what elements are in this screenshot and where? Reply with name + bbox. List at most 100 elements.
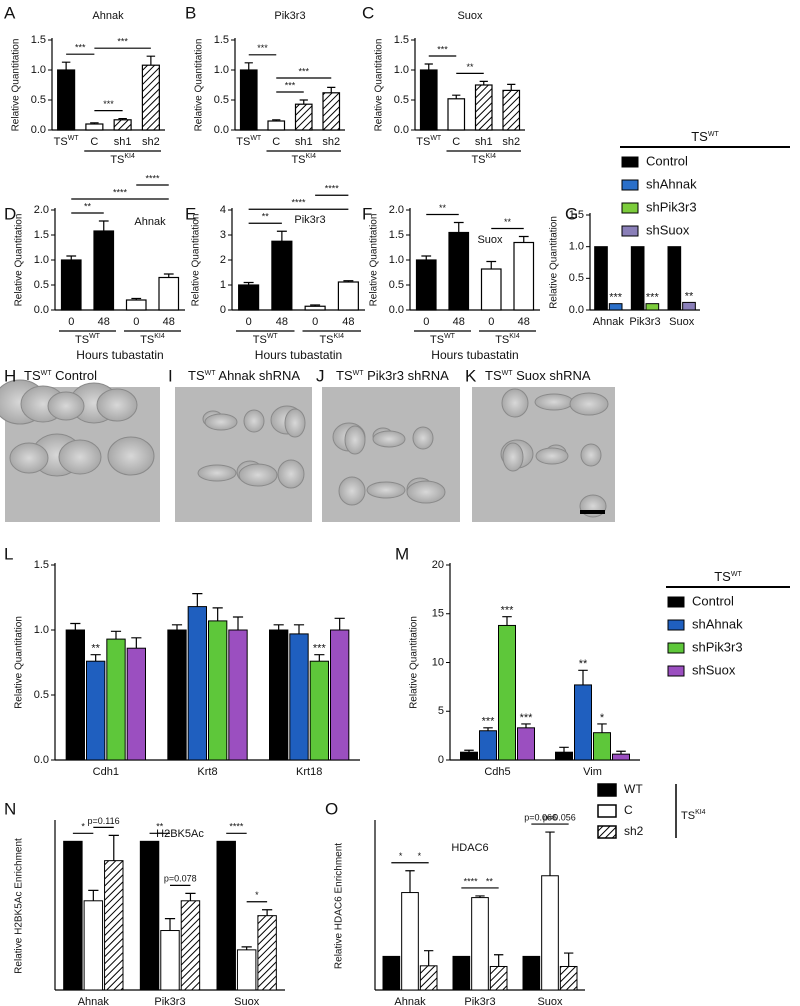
x-tick-label: sh1 — [114, 136, 132, 148]
x-tick-label: Pik3r3 — [464, 996, 495, 1006]
group-label: TSWT — [75, 333, 101, 346]
cell-colony — [243, 409, 265, 433]
bar — [330, 629, 350, 761]
x-tick-label: Krt18 — [296, 766, 322, 778]
y-tick-label: 15 — [432, 608, 444, 620]
legend-swatch — [667, 596, 685, 608]
x-tick-label: Krt8 — [197, 766, 217, 778]
y-axis-label: Relative Quantitation — [11, 39, 22, 132]
legend-label: shSuox — [646, 222, 690, 237]
bar — [474, 84, 493, 131]
error-bar — [163, 273, 174, 278]
bar — [322, 92, 341, 131]
x-tick-label: TSWT — [54, 135, 80, 148]
bar — [126, 647, 146, 761]
error-bar — [545, 831, 555, 876]
bar — [125, 299, 147, 311]
bar — [106, 638, 126, 761]
panel-letter: D — [4, 204, 16, 223]
cell-colony — [372, 430, 406, 448]
y-tick-label: 0.0 — [214, 124, 229, 136]
group-label: TSKI4 — [140, 333, 165, 346]
group-label: TSKI4 — [495, 333, 520, 346]
y-tick-label: 2 — [220, 254, 226, 266]
panel-letter: N — [4, 799, 16, 818]
legend-label: shSuox — [692, 662, 736, 677]
bar — [236, 949, 257, 991]
image-caption: TSWT Ahnak shRNA — [188, 368, 300, 383]
legend-label: shPik3r3 — [692, 639, 743, 654]
significance: ** — [579, 658, 588, 670]
group-label: TSKI4 — [110, 153, 135, 166]
legend-swatch — [667, 619, 685, 631]
error-bar — [479, 80, 488, 85]
cell-colony — [534, 393, 574, 411]
bar — [57, 69, 76, 131]
error-bar — [421, 255, 432, 260]
chart-title: Ahnak — [134, 216, 166, 228]
error-bar — [70, 622, 81, 630]
legend-swatch — [597, 804, 617, 818]
bar — [93, 230, 115, 311]
bar — [294, 103, 313, 131]
bar — [480, 268, 502, 311]
bar — [612, 753, 630, 761]
bracket-label: *** — [117, 37, 128, 47]
bracket-label: ** — [486, 876, 494, 886]
bar — [559, 965, 578, 991]
panel-letter: C — [362, 3, 374, 22]
bar — [608, 303, 623, 311]
x-tick-label: 0 — [68, 316, 74, 328]
legend-label: Control — [692, 593, 734, 608]
cell-colony — [284, 408, 306, 438]
significance: *** — [646, 292, 660, 304]
x-tick-label: 48 — [163, 316, 175, 328]
x-tick-label: Pik3r3 — [154, 996, 185, 1006]
legend-label: WT — [624, 782, 643, 796]
bracket-label: * — [418, 851, 422, 861]
chart-title: Suox — [477, 234, 503, 246]
x-tick-label: TSWT — [236, 135, 262, 148]
chart-title: Pik3r3 — [274, 10, 305, 22]
x-tick-label: 48 — [276, 316, 288, 328]
bar — [271, 240, 293, 311]
y-tick-label: 1.0 — [214, 64, 229, 76]
legend-swatch — [621, 202, 639, 214]
bar — [667, 246, 682, 311]
bar — [208, 620, 228, 761]
legend-swatch — [667, 642, 685, 654]
bar — [60, 259, 82, 311]
bracket-label: **** — [464, 876, 479, 886]
cell-colony — [277, 459, 305, 489]
bar — [460, 751, 478, 761]
bracket-label: * — [399, 851, 403, 861]
error-bar — [310, 304, 321, 307]
bracket-label: **** — [113, 187, 128, 197]
legend-swatch — [597, 783, 617, 797]
y-tick-label: 0.0 — [34, 754, 49, 766]
bracket-label: ** — [84, 201, 92, 211]
y-axis-label: Relative Quantitation — [369, 214, 380, 307]
x-tick-label: Cdh5 — [484, 766, 510, 778]
panel-letter: B — [185, 3, 196, 22]
bar — [479, 730, 497, 761]
legend-title: TSWT — [714, 569, 742, 584]
y-tick-label: 3 — [220, 229, 226, 241]
y-tick-label: 1.0 — [569, 241, 584, 253]
error-bar — [131, 637, 142, 649]
error-bar — [131, 297, 142, 300]
y-axis-label: Relative Quantitation — [14, 214, 25, 307]
y-tick-label: 0.5 — [34, 279, 49, 291]
x-tick-label: 0 — [312, 316, 318, 328]
y-axis-label: Relative Quantitation — [409, 616, 420, 709]
bar — [141, 64, 160, 131]
bar — [228, 629, 248, 761]
bar — [502, 89, 521, 131]
y-tick-label: 0.0 — [34, 304, 49, 316]
error-bar — [98, 220, 109, 231]
error-bar — [185, 892, 196, 901]
legend-swatch — [621, 179, 639, 191]
group-label: TSKI4 — [471, 153, 496, 166]
bar — [522, 955, 541, 991]
y-tick-label: 2.0 — [389, 204, 404, 216]
